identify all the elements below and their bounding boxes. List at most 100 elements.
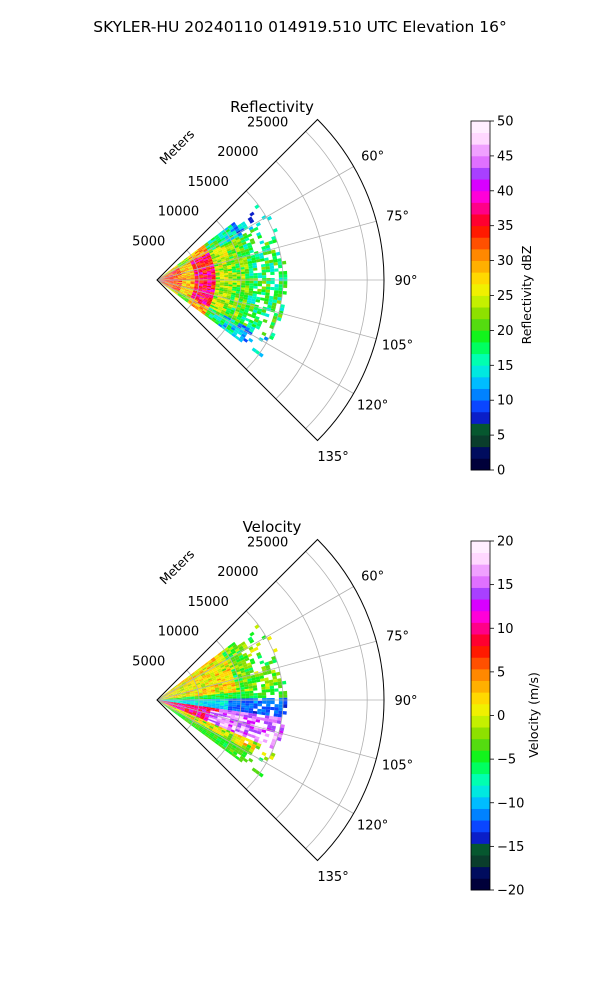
radar-cell [165,698,170,699]
radar-cell [228,282,233,285]
radar-cell [169,697,174,699]
radar-cell [261,689,267,693]
radar-cell [198,300,203,304]
radar-cell [236,276,242,279]
radar-cell [177,682,182,686]
radar-cell [220,649,226,654]
radar-cell [165,280,170,282]
radar-cell [191,293,197,297]
radar-cell [202,676,208,680]
radar-cell [190,285,195,288]
radar-cell [176,689,181,692]
radar-cell [195,680,200,684]
radar-cell [181,706,186,709]
radar-cell [203,298,208,302]
colorbar-segment [471,541,490,554]
radar-cell [208,295,214,299]
radar-cell [215,283,220,286]
radar-cell [169,277,174,279]
radar-cell [249,228,255,234]
radar-cell [253,695,258,699]
radar-cell [239,713,245,717]
radar-cell [215,731,221,735]
radar-cell [165,281,170,283]
radar-cell [173,279,179,280]
radar-cell [276,736,282,742]
radar-cell [232,734,238,739]
radar-cell [202,288,207,291]
radar-cell [232,314,238,319]
radar-cell [277,261,283,266]
radar-cell [238,718,244,722]
radar-cell [278,694,284,698]
radar-cell [223,707,229,710]
radar-cell [186,276,191,278]
radar-cell [254,673,260,678]
radar-cell [182,278,187,280]
radar-cell [181,285,186,288]
radar-cell [232,751,238,756]
radar-cell [213,306,219,310]
radar-cell [182,263,187,267]
radar-cell [186,682,191,685]
radar-cell [222,307,227,312]
colorbar-segment [471,342,490,355]
radar-cell [248,688,254,692]
radar-cell [212,717,218,721]
radar-cell [235,713,240,717]
colorbar-segment [471,376,490,389]
radar-cell [265,289,271,293]
radar-cell [216,729,222,733]
radar-cell [207,239,212,244]
radar-cell [160,696,165,699]
radar-cell [225,729,231,734]
radar-cell [277,733,283,739]
radar-cell [173,693,178,696]
radar-cell [190,702,195,705]
radar-cell [165,700,170,702]
radar-cell [181,714,186,718]
radar-cell [217,231,223,237]
radar-cell [172,270,177,273]
radar-cell [202,692,208,695]
radar-cell [170,687,175,691]
radar-cell [210,312,215,316]
radar-cell [265,706,271,710]
radar-cell [214,689,220,692]
radar-cell [206,705,212,708]
radar-cell [197,268,203,271]
radar-cell [232,643,238,649]
radar-cell [173,700,179,702]
radar-cell [227,266,232,270]
radar-cell [238,645,244,651]
radar-cell [234,246,240,251]
velocity-colorbar-label: Velocity (m/s) [526,672,541,758]
radar-cell [172,271,177,274]
colorbar-segment [471,155,490,168]
radar-cell [234,648,240,653]
radar-cell [197,711,202,714]
radar-cell [225,228,231,233]
radar-cell [180,270,186,273]
radar-cell [210,268,215,271]
radar-cell [202,255,207,259]
radar-cell [191,714,196,718]
radar-cell [190,280,195,282]
radar-cell [197,256,203,260]
radar-cell [270,691,275,696]
radar-cell [186,275,191,278]
radar-cell [219,690,224,693]
radar-cell [218,713,223,717]
radar-cell [210,291,215,295]
radar-cell [202,720,207,724]
radar-cell [198,694,204,696]
radar-cell [190,705,195,708]
radar-cell [194,298,199,302]
radar-cell [236,284,241,288]
radar-cell [231,658,237,663]
radar-cell [241,324,247,329]
radar-cell [164,703,169,706]
azimuth-spoke [156,279,377,340]
radar-cell [220,731,226,735]
radar-cell [168,272,173,275]
